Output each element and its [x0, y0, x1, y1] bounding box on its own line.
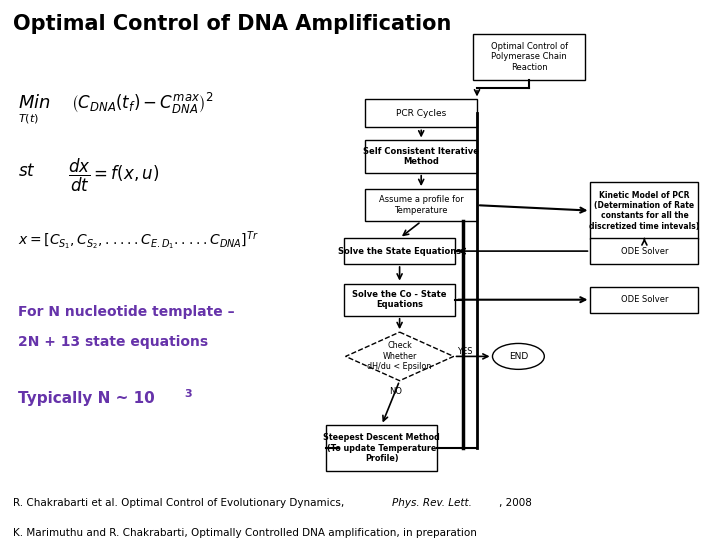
Text: Optimal Control of DNA Amplification: Optimal Control of DNA Amplification: [13, 14, 451, 33]
Text: K. Marimuthu and R. Chakrabarti, Optimally Controlled DNA amplification, in prep: K. Marimuthu and R. Chakrabarti, Optimal…: [13, 528, 477, 538]
Text: $st$: $st$: [18, 162, 36, 180]
Text: $x = \left[C_{S_{1}},C_{S_{2}},.....C_{E.D_{1}}.....C_{DNA}\right]^{Tr}$: $x = \left[C_{S_{1}},C_{S_{2}},.....C_{E…: [18, 230, 259, 252]
Text: Self Consistent Iterative
Method: Self Consistent Iterative Method: [363, 147, 480, 166]
Text: PCR Cycles: PCR Cycles: [396, 109, 446, 118]
FancyBboxPatch shape: [365, 140, 477, 173]
Text: Assume a profile for
Temperature: Assume a profile for Temperature: [379, 195, 464, 215]
Polygon shape: [346, 332, 454, 381]
Text: ODE Solver: ODE Solver: [621, 247, 668, 255]
Text: Solve the Co - State
Equations: Solve the Co - State Equations: [352, 290, 447, 309]
Text: $\left(C_{DNA}\left(t_{f}\right)-C_{DNA}^{max}\right)^{2}$: $\left(C_{DNA}\left(t_{f}\right)-C_{DNA}…: [71, 91, 213, 116]
Text: YES: YES: [457, 347, 473, 355]
FancyBboxPatch shape: [474, 33, 585, 79]
FancyBboxPatch shape: [325, 426, 438, 471]
FancyBboxPatch shape: [344, 238, 456, 264]
Text: ODE Solver: ODE Solver: [621, 295, 668, 304]
FancyBboxPatch shape: [365, 189, 477, 221]
Text: NO: NO: [390, 387, 402, 396]
FancyBboxPatch shape: [590, 287, 698, 313]
Text: , 2008: , 2008: [499, 498, 532, 508]
Text: Phys. Rev. Lett.: Phys. Rev. Lett.: [392, 498, 472, 508]
Text: END: END: [509, 352, 528, 361]
Text: Optimal Control of
Polymerase Chain
Reaction: Optimal Control of Polymerase Chain Reac…: [490, 42, 568, 72]
Text: 3: 3: [184, 389, 192, 399]
FancyBboxPatch shape: [344, 284, 456, 316]
FancyBboxPatch shape: [590, 183, 698, 239]
Text: Steepest Descent Method
(To update Temperature
Profile): Steepest Descent Method (To update Tempe…: [323, 433, 440, 463]
FancyBboxPatch shape: [365, 99, 477, 127]
Text: For N nucleotide template –: For N nucleotide template –: [18, 305, 235, 319]
Ellipse shape: [492, 343, 544, 369]
Text: $T(t)$: $T(t)$: [18, 112, 39, 125]
Text: $\mathit{Min}$: $\mathit{Min}$: [18, 94, 50, 112]
Text: 2N + 13 state equations: 2N + 13 state equations: [18, 335, 208, 349]
Text: Typically N ~ 10: Typically N ~ 10: [18, 392, 155, 407]
Text: Solve the State Equations: Solve the State Equations: [338, 247, 462, 255]
Text: $\dfrac{dx}{dt} = f\left(x,u\right)$: $\dfrac{dx}{dt} = f\left(x,u\right)$: [68, 157, 160, 194]
Text: Check
Whether
dH/du < Epsilon: Check Whether dH/du < Epsilon: [367, 341, 432, 372]
FancyBboxPatch shape: [590, 238, 698, 264]
Text: R. Chakrabarti et al. Optimal Control of Evolutionary Dynamics,: R. Chakrabarti et al. Optimal Control of…: [13, 498, 348, 508]
Text: Kinetic Model of PCR
(Determination of Rate
constants for all the
discretized ti: Kinetic Model of PCR (Determination of R…: [589, 191, 700, 231]
